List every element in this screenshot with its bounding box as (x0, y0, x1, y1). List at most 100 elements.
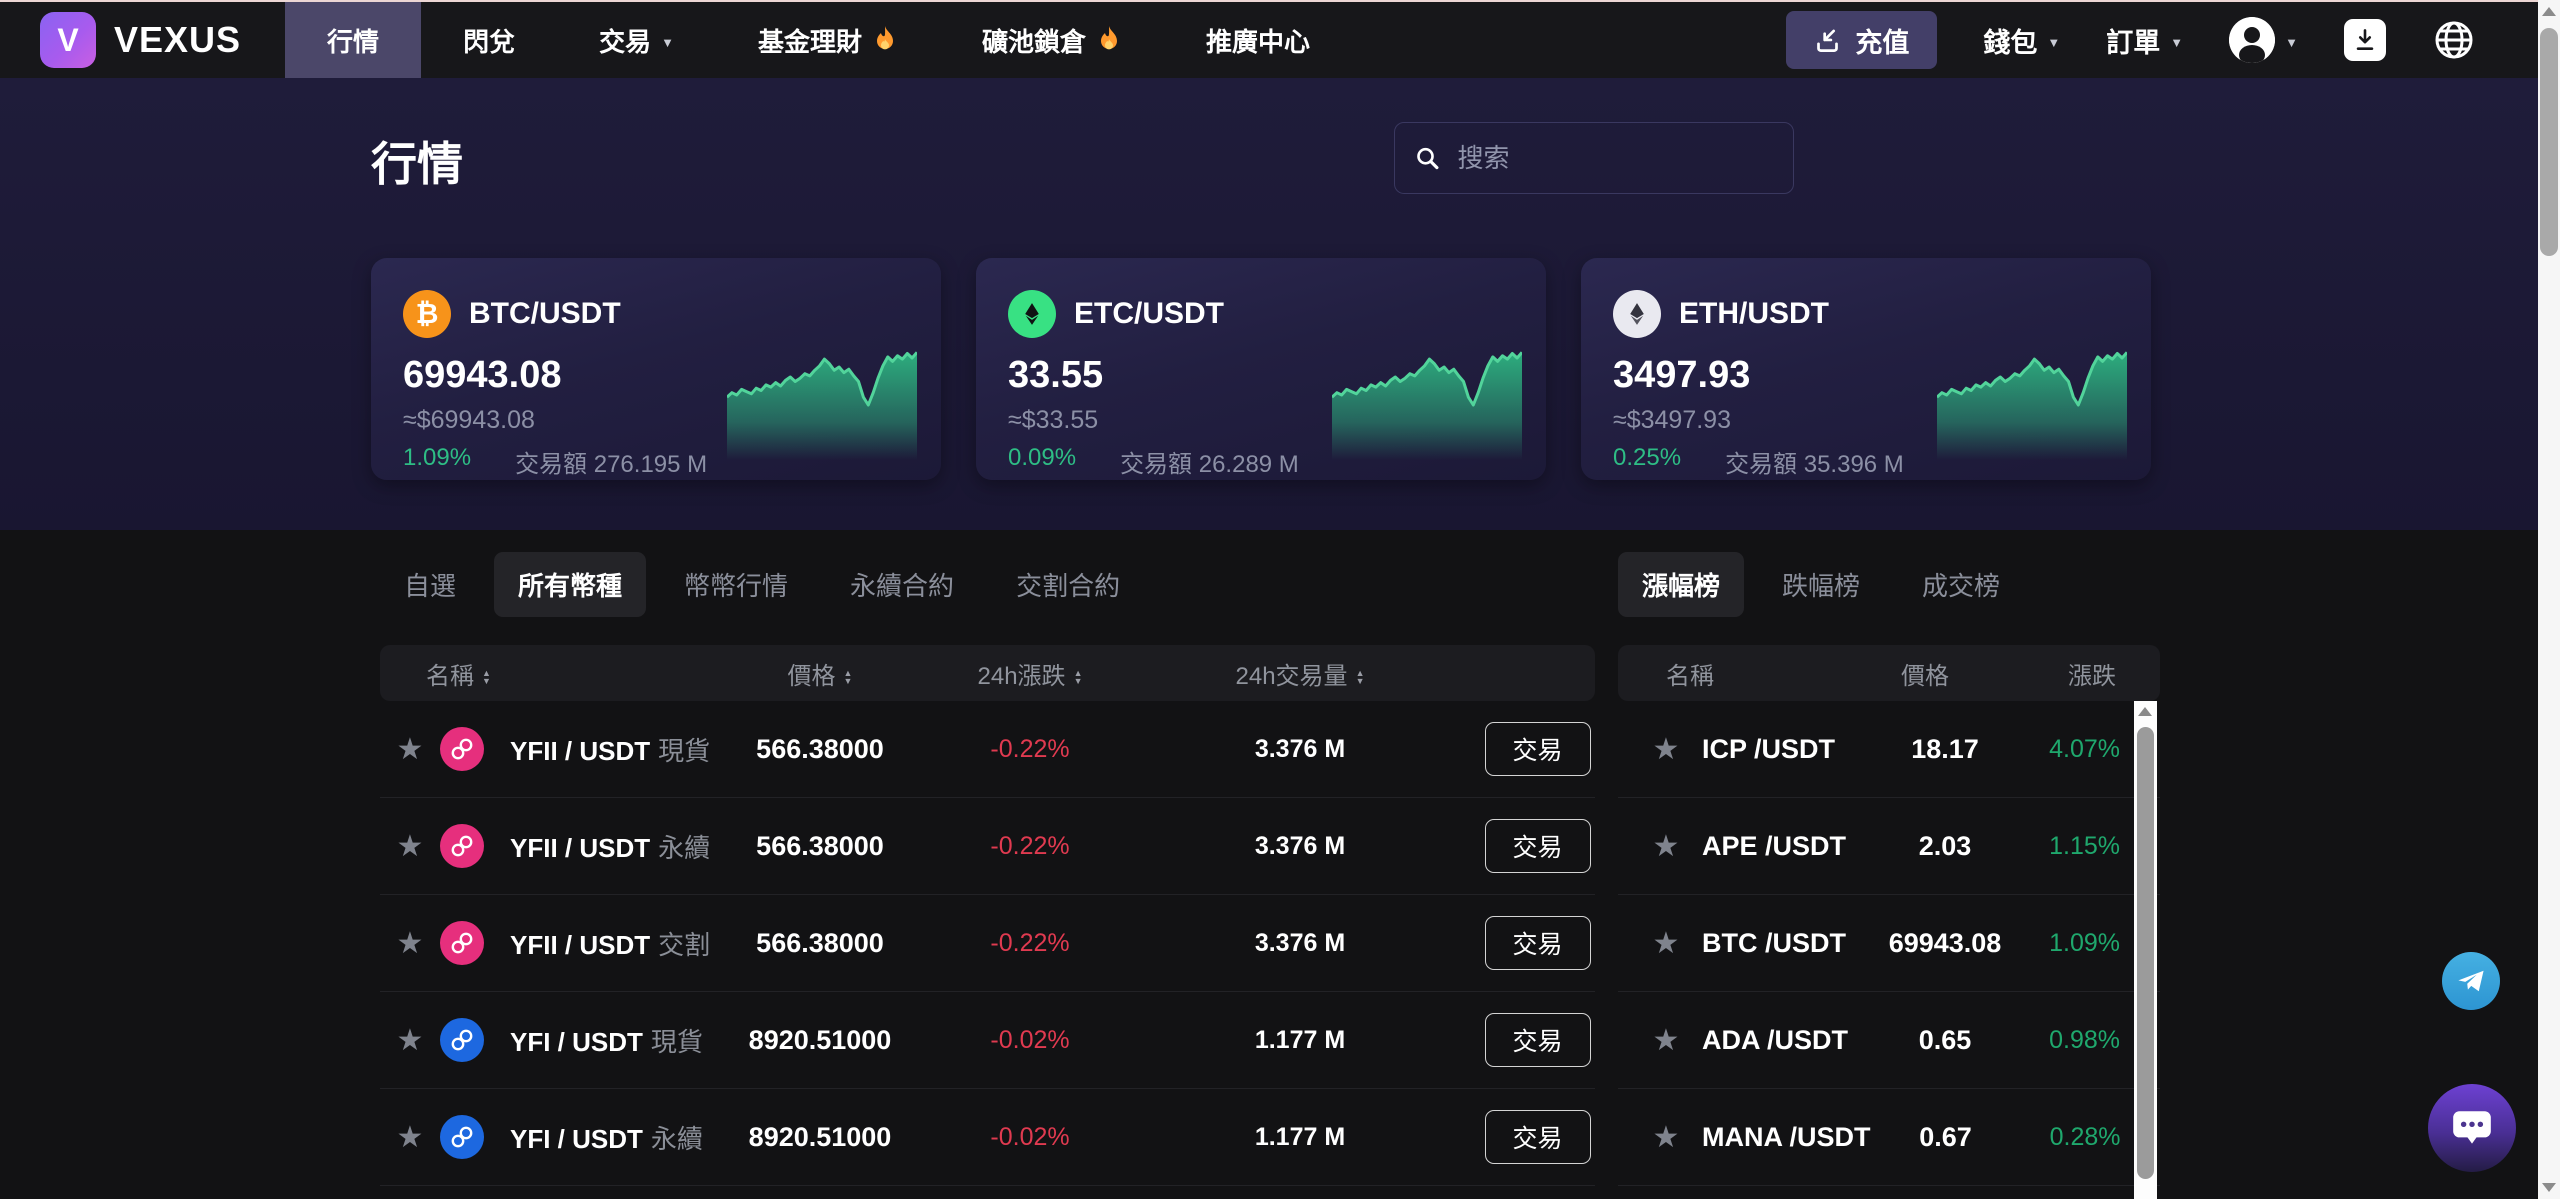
table-row[interactable]: ★ YFII / USDT 永續 566.38000 -0.22% 3.376 M… (380, 798, 1595, 895)
table-row[interactable]: ★ YFI / USDT 永續 8920.51000 -0.02% 1.177 M… (380, 1089, 1595, 1186)
nav-item-promotion[interactable]: 推廣中心 (1206, 26, 1311, 57)
change-percent: -0.22% (990, 831, 1070, 860)
sort-arrows-icon: ▲ ▼ (843, 668, 853, 687)
nav-item-flash-swap[interactable]: 閃兌 (463, 26, 516, 57)
tab-delivery[interactable]: 交割合約 (1016, 571, 1121, 601)
gainers-table-header: 名稱 價格 漲跌 (1618, 645, 2160, 701)
chevron-down-icon: ▼ (2170, 34, 2184, 50)
tab-losers[interactable]: 跌幅榜 (1782, 571, 1861, 601)
favorite-star-icon[interactable]: ★ (1652, 926, 1680, 960)
chevron-down-icon: ▼ (661, 34, 674, 50)
deposit-button[interactable]: 充值 (1786, 11, 1938, 69)
user-avatar-icon (2229, 17, 2276, 63)
pair-name: ICP /USDT (1702, 733, 1836, 764)
rank-row[interactable]: ★ MANA /USDT 0.67 0.28% (1618, 1089, 2160, 1186)
pair-name: MANA /USDT (1702, 1121, 1871, 1152)
nav-item-markets[interactable]: 行情 (285, 2, 422, 78)
search-box[interactable] (1394, 122, 1794, 194)
favorite-star-icon[interactable]: ★ (1652, 732, 1680, 766)
scrollbar-thumb[interactable] (2540, 28, 2558, 256)
favorite-star-icon[interactable]: ★ (1652, 1023, 1680, 1057)
yfii-coin-icon (440, 824, 484, 868)
card-pair: ETH/USDT (1679, 297, 1829, 330)
rank-row[interactable]: ★ BTC /USDT 69943.08 1.09% (1618, 895, 2160, 992)
table-row[interactable]: ★ YFI / USDT 現貨 8920.51000 -0.02% 1.177 M… (380, 992, 1595, 1089)
chat-bubble-icon (2453, 1111, 2491, 1144)
nav-menu: 行情 閃兌 交易 ▼ 基金理財 礦池鎖倉 推廣中心 (285, 2, 1352, 78)
nav-item-mining-lock[interactable]: 礦池鎖倉 (940, 2, 1164, 78)
trade-button[interactable]: 交易 (1484, 819, 1591, 873)
market-card-eth[interactable]: ETH/USDT 3497.93 ≈$3497.93 0.25% 交易額 35.… (1581, 258, 2151, 480)
wallet-menu[interactable]: 錢包 ▼ (1983, 27, 2061, 58)
favorite-star-icon[interactable]: ★ (1652, 829, 1680, 863)
price: 8920.51000 (748, 1121, 892, 1152)
price-sparkline-chart (1330, 310, 1524, 460)
table-row[interactable]: ★ YFII / USDT 現貨 566.38000 -0.22% 3.376 M… (380, 701, 1595, 798)
change-percent: -0.02% (990, 1122, 1070, 1151)
favorite-star-icon[interactable]: ★ (396, 926, 424, 960)
trade-button[interactable]: 交易 (1484, 1110, 1591, 1164)
card-pair: BTC/USDT (469, 297, 621, 330)
orders-menu[interactable]: 訂單 ▼ (2106, 27, 2184, 58)
customer-chat-button[interactable] (2428, 1084, 2516, 1172)
trade-button[interactable]: 交易 (1484, 916, 1591, 970)
favorite-star-icon[interactable]: ★ (396, 829, 424, 863)
price: 18.17 (1911, 733, 1979, 764)
chevron-down-icon: ▼ (2047, 34, 2061, 50)
market-card-btc[interactable]: ₿ BTC/USDT 69943.08 ≈$69943.08 1.09% 交易額… (371, 258, 941, 480)
sort-by-name[interactable]: 名稱 ▲ ▼ (426, 662, 491, 690)
favorite-star-icon[interactable]: ★ (396, 1023, 424, 1057)
sort-arrows-icon: ▲ ▼ (482, 668, 491, 687)
favorite-star-icon[interactable]: ★ (396, 732, 424, 766)
trade-button[interactable]: 交易 (1484, 722, 1591, 776)
scroll-up-arrow-icon[interactable] (2542, 7, 2556, 16)
favorite-star-icon[interactable]: ★ (396, 1120, 424, 1154)
search-input[interactable] (1455, 141, 1773, 175)
trade-button[interactable]: 交易 (1484, 1013, 1591, 1067)
page-scrollbar[interactable] (2538, 0, 2560, 1199)
favorite-star-icon[interactable]: ★ (1652, 1120, 1680, 1154)
tab-favorites[interactable]: 自選 (404, 571, 457, 601)
volume: 3.376 M (1254, 831, 1346, 860)
telegram-button[interactable] (2442, 952, 2500, 1010)
change-percent: 0.98% (2049, 1025, 2120, 1054)
tab-spot-markets[interactable]: 幣幣行情 (684, 571, 789, 601)
eth-coin-icon (1613, 290, 1661, 338)
language-globe-button[interactable] (2432, 18, 2476, 62)
rank-table-scrollbar[interactable] (2134, 701, 2157, 1199)
scrollbar-thumb[interactable] (2137, 727, 2154, 1179)
market-table: 名稱 ▲ ▼ 價格 ▲ ▼ 24h漲跌 ▲ ▼ 24h交易量 ▲ ▼ ★ YFII / USDT… (380, 645, 1595, 1186)
price: 2.03 (1918, 830, 1972, 861)
brand[interactable]: V VEXUS (0, 12, 285, 68)
pair-type: 交割 (658, 929, 711, 960)
market-card-etc[interactable]: ETC/USDT 33.55 ≈$33.55 0.09% 交易額 26.289 … (976, 258, 1546, 480)
volume: 3.376 M (1254, 734, 1346, 763)
pair-name: YFI / USDT (510, 1026, 643, 1057)
scroll-up-arrow-icon[interactable] (2138, 707, 2152, 716)
scroll-down-arrow-icon[interactable] (2542, 1183, 2556, 1192)
btc-coin-icon: ₿ (403, 290, 451, 338)
sort-arrows-icon: ▲ ▼ (1073, 668, 1083, 687)
rank-row[interactable]: ★ APE /USDT 2.03 1.15% (1618, 798, 2160, 895)
sort-by-volume[interactable]: 24h交易量 ▲ ▼ (1235, 662, 1365, 690)
tab-gainers[interactable]: 漲幅榜 (1618, 552, 1745, 617)
rank-row[interactable]: ★ ADA /USDT 0.65 0.98% (1618, 992, 2160, 1089)
sort-by-change[interactable]: 24h漲跌 ▲ ▼ (977, 662, 1083, 690)
etc-coin-icon (1008, 290, 1056, 338)
account-menu[interactable]: ▼ (2229, 17, 2298, 63)
nav-item-trade[interactable]: 交易 ▼ (599, 26, 674, 57)
tab-all-coins[interactable]: 所有幣種 (494, 552, 647, 617)
change-percent: -0.22% (990, 928, 1070, 957)
table-row[interactable]: ★ YFII / USDT 交割 566.38000 -0.22% 3.376 M… (380, 895, 1595, 992)
rank-row[interactable]: ★ ICP /USDT 18.17 4.07% (1618, 701, 2160, 798)
tab-volume-rank[interactable]: 成交榜 (1922, 571, 2001, 601)
sort-by-price[interactable]: 價格 ▲ ▼ (787, 662, 853, 690)
nav-right-group: 充值 錢包 ▼ 訂單 ▼ ▼ (1786, 11, 2560, 69)
volume: 3.376 M (1254, 928, 1346, 957)
nav-item-fund[interactable]: 基金理財 (716, 2, 940, 78)
tab-perpetual[interactable]: 永續合約 (850, 571, 955, 601)
app-download-button[interactable] (2344, 19, 2386, 61)
top-accent-line (0, 0, 2560, 2)
card-approx-price: ≈$33.55 (1008, 406, 1099, 434)
price: 566.38000 (756, 927, 884, 958)
